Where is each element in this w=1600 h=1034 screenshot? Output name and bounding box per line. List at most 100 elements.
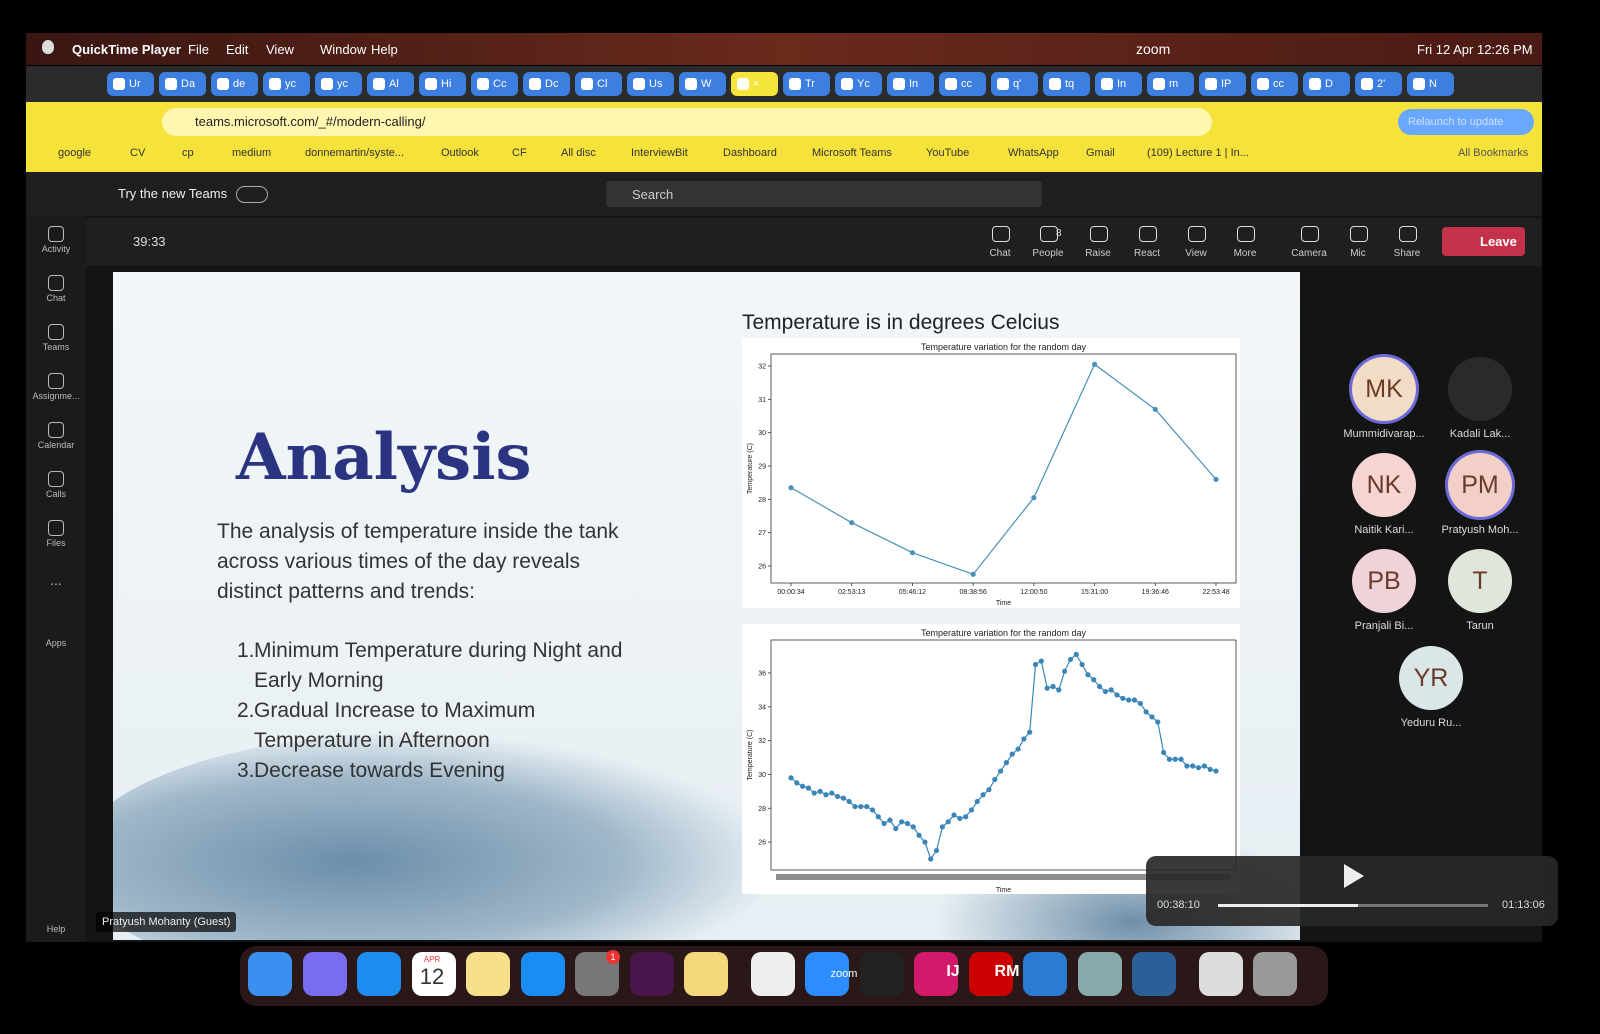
menu-item[interactable]: View: [266, 42, 294, 57]
rail-label[interactable]: Calls: [45, 489, 66, 499]
y-tick-label: 28: [758, 806, 766, 813]
menu-item[interactable]: Help: [371, 42, 398, 57]
dock-icon[interactable]: [357, 952, 401, 996]
control-icon[interactable]: [1350, 226, 1368, 242]
avatar[interactable]: [1448, 357, 1512, 421]
relaunch[interactable]: Relaunch to update: [1398, 109, 1534, 135]
bookmark[interactable]: cp: [182, 147, 194, 159]
dock-icon[interactable]: [750, 952, 795, 996]
y-tick-label: 31: [758, 397, 766, 404]
rail-icon[interactable]: [48, 373, 64, 389]
control-label[interactable]: People: [1032, 248, 1064, 259]
play-button[interactable]: [1344, 864, 1364, 888]
dock-icon[interactable]: [1023, 952, 1067, 996]
bookmark[interactable]: CV: [130, 147, 146, 159]
all-bookmarks[interactable]: All Bookmarks: [1458, 147, 1529, 159]
dock-icon[interactable]: [1077, 952, 1122, 996]
rail-icon[interactable]: [48, 520, 64, 536]
rail-icon[interactable]: [48, 275, 64, 291]
search-box[interactable]: [606, 181, 1042, 207]
control-icon[interactable]: [1090, 226, 1108, 242]
menu-item[interactable]: Window: [320, 42, 367, 57]
rail-label[interactable]: Assignme...: [32, 391, 80, 401]
rail-icon[interactable]: [48, 422, 64, 438]
control-icon[interactable]: [1040, 226, 1058, 242]
bookmark[interactable]: donnemartin/syste...: [305, 147, 405, 159]
tab[interactable]: Dc: [523, 72, 570, 96]
bookmark[interactable]: (109) Lecture 1 | In...: [1147, 147, 1249, 159]
bookmark[interactable]: google: [58, 147, 92, 159]
dock-icon[interactable]: [520, 952, 565, 996]
control-label[interactable]: Raise: [1085, 248, 1111, 259]
bookmark[interactable]: Gmail: [1086, 147, 1115, 159]
dock-icon[interactable]: [466, 952, 510, 996]
dock-icon[interactable]: [914, 952, 958, 996]
bookmark[interactable]: Microsoft Teams: [812, 147, 892, 159]
control-icon[interactable]: [1188, 226, 1206, 242]
rail-label[interactable]: Apps: [45, 638, 67, 648]
dock-icon[interactable]: [805, 952, 849, 996]
dock-icon[interactable]: [859, 952, 904, 996]
dock-icon[interactable]: [1253, 952, 1297, 996]
dock-icon[interactable]: [1198, 952, 1243, 996]
avatar[interactable]: PB: [1352, 549, 1416, 613]
menu-item[interactable]: File: [188, 42, 209, 57]
control-icon[interactable]: [1139, 226, 1157, 242]
avatar[interactable]: T: [1448, 549, 1512, 613]
control-label[interactable]: Chat: [989, 248, 1011, 259]
control-label[interactable]: Mic: [1350, 248, 1366, 259]
dock-icon[interactable]: [248, 952, 292, 996]
data-point: [1102, 688, 1108, 695]
menu-item[interactable]: Edit: [226, 42, 249, 57]
tab[interactable]: IP: [1199, 72, 1246, 96]
control-icon[interactable]: [992, 226, 1010, 242]
bookmark[interactable]: Outlook: [441, 147, 479, 159]
bookmark[interactable]: Dashboard: [723, 147, 777, 159]
rail-icon[interactable]: [48, 324, 64, 340]
bookmark[interactable]: CF: [512, 147, 527, 159]
control-label[interactable]: Share: [1393, 248, 1421, 259]
bookmark[interactable]: All disc: [561, 147, 596, 159]
avatar[interactable]: YR: [1399, 646, 1463, 710]
dock-icon[interactable]: [1132, 952, 1176, 996]
dock-icon[interactable]: [684, 952, 728, 996]
rail-more[interactable]: ...: [50, 572, 62, 588]
status-zoom: zoom: [1136, 41, 1171, 57]
avatar[interactable]: PM: [1448, 453, 1512, 517]
rail-label[interactable]: Chat: [46, 293, 66, 303]
control-icon[interactable]: [1237, 226, 1255, 242]
rail-label[interactable]: Activity: [41, 244, 71, 254]
control-label[interactable]: Camera: [1291, 248, 1327, 259]
control-label[interactable]: More: [1233, 248, 1257, 259]
rail-icon[interactable]: [48, 226, 64, 242]
tab-icon: [633, 78, 645, 90]
bookmark[interactable]: medium: [232, 147, 272, 159]
data-point: [986, 787, 992, 793]
url[interactable]: teams.microsoft.com/_#/modern-calling/: [195, 114, 426, 129]
data-point: [916, 832, 922, 838]
control-label[interactable]: React: [1133, 248, 1161, 259]
dock-icon[interactable]: [411, 952, 456, 996]
rail-label[interactable]: Help: [46, 924, 66, 934]
control-icon[interactable]: [1301, 226, 1319, 242]
rail-label[interactable]: Files: [46, 538, 66, 548]
leave-button[interactable]: Leave: [1442, 227, 1525, 256]
control-label[interactable]: View: [1185, 248, 1207, 259]
bookmark[interactable]: YouTube: [926, 147, 970, 159]
dock-icon[interactable]: [302, 952, 347, 996]
avatar[interactable]: MK: [1352, 357, 1416, 421]
dock-icon[interactable]: [629, 952, 674, 996]
data-point: [1178, 756, 1184, 762]
tab[interactable]: ×: [731, 72, 778, 96]
avatar[interactable]: NK: [1352, 453, 1416, 517]
dock-icon[interactable]: [968, 952, 1013, 996]
toggle[interactable]: [236, 186, 268, 203]
rail-label[interactable]: Calendar: [37, 440, 75, 450]
data-point: [811, 790, 817, 796]
data-point: [909, 550, 916, 556]
bookmark[interactable]: InterviewBit: [631, 147, 688, 159]
control-icon[interactable]: [1399, 226, 1417, 242]
rail-label[interactable]: Teams: [42, 342, 70, 352]
rail-icon[interactable]: [48, 471, 64, 487]
bookmark[interactable]: WhatsApp: [1008, 147, 1059, 159]
